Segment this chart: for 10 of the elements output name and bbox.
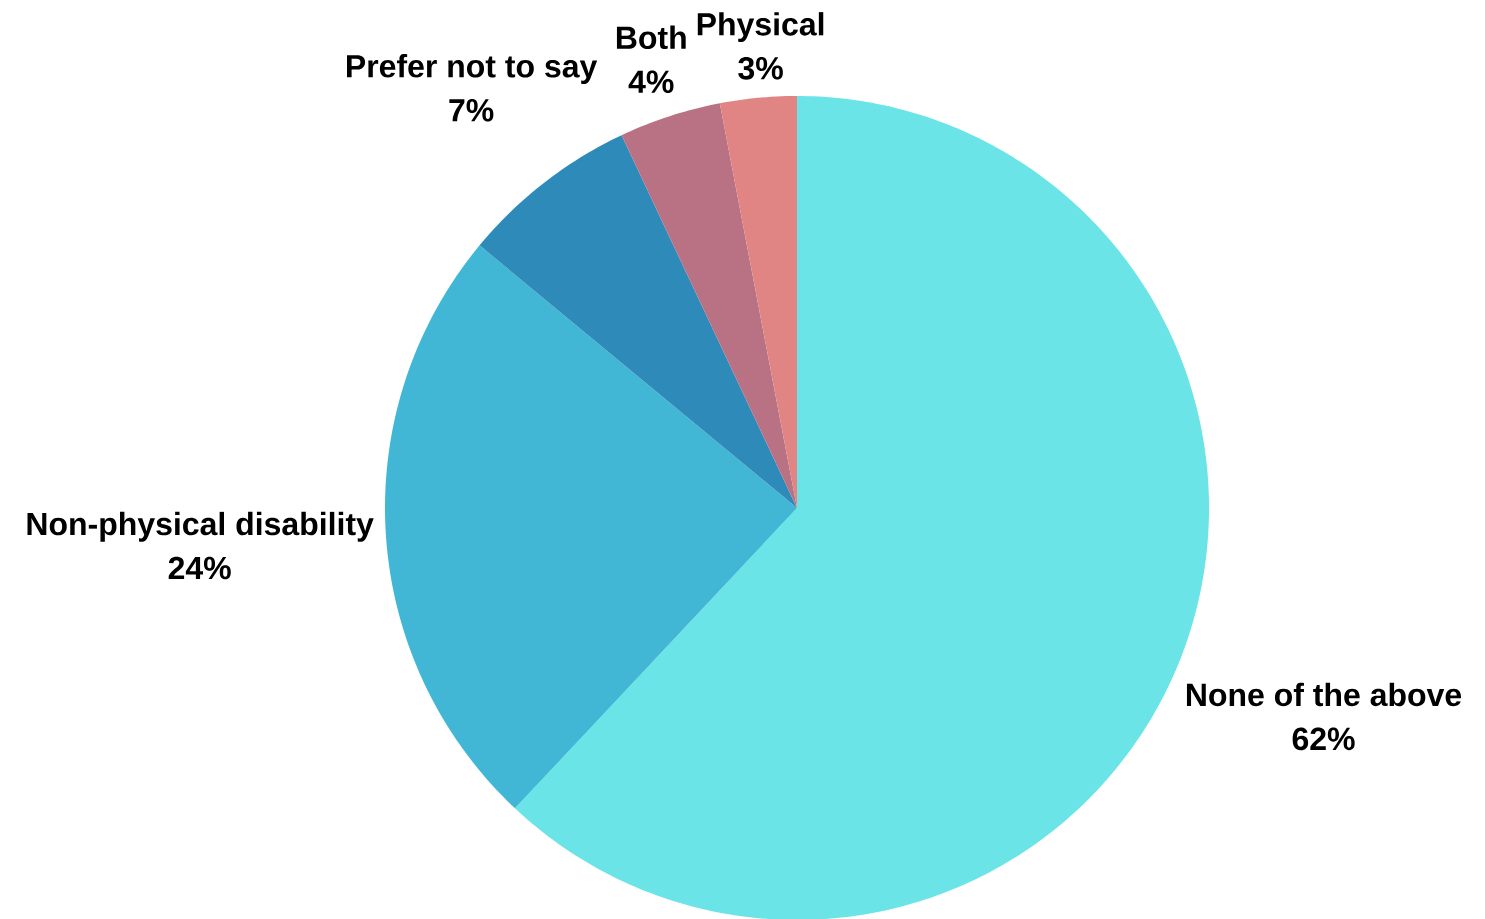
- slice-label: Prefer not to say: [346, 54, 598, 84]
- data-label: 62%: [1292, 727, 1355, 751]
- slice-label: Both: [616, 25, 686, 50]
- data-label: 7%: [449, 99, 494, 122]
- data-label: 3%: [738, 56, 783, 80]
- data-label: 24%: [168, 556, 231, 580]
- slice-label: Non-physical disability: [27, 511, 374, 542]
- data-label: 4%: [628, 70, 674, 94]
- slice-label: Physical: [697, 12, 824, 42]
- slice-label: None of the above: [1186, 682, 1462, 707]
